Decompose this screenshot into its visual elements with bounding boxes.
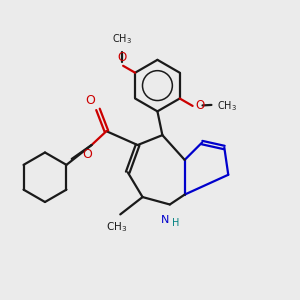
Text: O: O: [85, 94, 95, 107]
Text: N: N: [161, 215, 169, 225]
Text: O: O: [83, 148, 92, 160]
Text: H: H: [172, 218, 179, 228]
Text: CH$_3$: CH$_3$: [106, 220, 127, 234]
Text: CH$_3$: CH$_3$: [112, 32, 132, 46]
Text: O: O: [118, 51, 127, 64]
Text: O: O: [195, 99, 204, 112]
Text: CH$_3$: CH$_3$: [218, 99, 237, 113]
